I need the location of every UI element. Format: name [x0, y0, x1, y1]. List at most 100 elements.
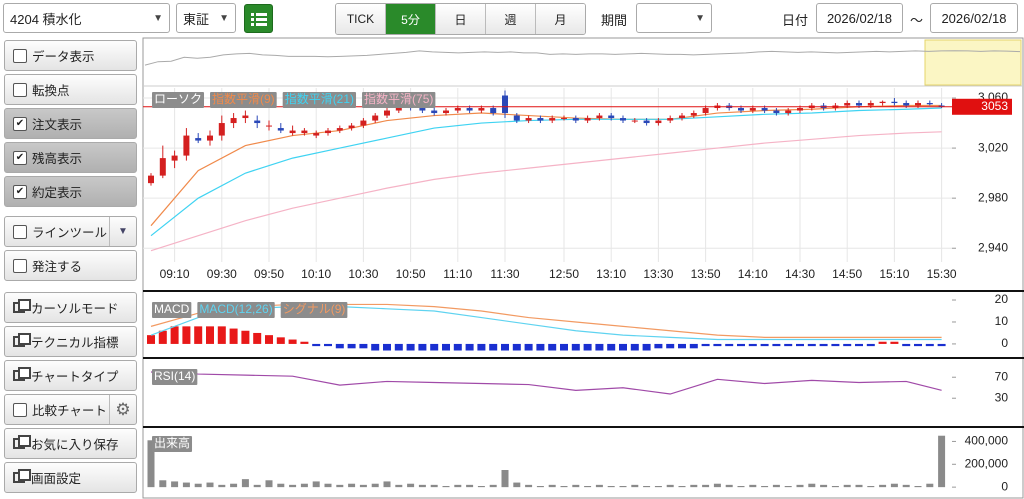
histogram-bar [453, 343, 462, 351]
sidebar-button[interactable]: お気に入り保存 [4, 428, 137, 459]
volume-bar [572, 484, 580, 488]
histogram-bar [512, 343, 521, 351]
x-tick-label: 11:30 [490, 267, 519, 281]
checkbox[interactable] [13, 82, 27, 97]
range-select[interactable]: ▼ [636, 3, 712, 33]
period-button[interactable]: 月 [536, 4, 585, 34]
legend-box [280, 302, 348, 318]
candle-body [336, 128, 343, 131]
checkbox[interactable] [13, 224, 27, 239]
histogram-bar [878, 341, 887, 344]
legend-label: 指数平滑(75) [364, 91, 433, 106]
sidebar-button[interactable]: カーソルモード [4, 292, 137, 323]
candle-body [749, 108, 756, 111]
histogram-bar [784, 343, 793, 347]
last-price-label: 3053 [981, 99, 1008, 113]
histogram-bar [524, 343, 533, 351]
candle-body [915, 103, 921, 106]
sidebar-button[interactable]: チャートタイプ [4, 360, 137, 391]
histogram-bar [548, 343, 557, 351]
histogram-bar [182, 326, 191, 344]
histogram-bar [347, 343, 356, 349]
period-button[interactable]: TICK [336, 4, 386, 34]
histogram-bar [418, 343, 427, 351]
volume-bar [194, 483, 202, 488]
market-select[interactable]: 東証 ▼ [176, 3, 236, 33]
volume-bar [784, 486, 792, 488]
sidebar-button[interactable]: テクニカル指標 [4, 326, 137, 357]
histogram-bar [442, 343, 450, 351]
candle-body [891, 101, 898, 104]
y-tick-label: 2,940 [978, 240, 1008, 254]
candle-body [348, 125, 355, 129]
sidebar-button[interactable]: ✔ 残高表示 [4, 142, 137, 173]
list-button[interactable] [244, 4, 273, 33]
histogram-bar [383, 343, 391, 351]
legend-label: 指数平滑(9) [212, 91, 275, 106]
sidebar-label: ラインツール [32, 226, 108, 240]
histogram-bar [147, 335, 155, 344]
sidebar-label: 転換点 [32, 84, 70, 98]
histogram-bar [571, 343, 580, 351]
gear-icon[interactable]: ⚙ [109, 395, 136, 424]
candle-body [502, 95, 508, 114]
sidebar-button[interactable]: ラインツール ▼ [4, 216, 137, 247]
date-to-text: 2026/02/18 [941, 10, 1007, 26]
sidebar-button[interactable]: 画面設定 [4, 462, 137, 493]
volume-bar [359, 484, 367, 488]
candle-body [384, 110, 390, 116]
checkbox[interactable]: ✔ [13, 150, 27, 165]
sidebar-label: 約定表示 [32, 186, 83, 200]
date-from-text: 2026/02/18 [826, 10, 893, 26]
volume-bar [395, 484, 403, 488]
period-button[interactable]: 週 [486, 4, 536, 34]
volume-bar [831, 486, 839, 488]
histogram-bar [312, 343, 321, 347]
volume-bar [914, 486, 922, 488]
candle-body [608, 115, 615, 119]
sidebar-button[interactable]: ✔ 注文表示 [4, 108, 137, 139]
sidebar-button[interactable]: 転換点 [4, 74, 137, 105]
symbol-select[interactable]: 4204 積水化 ▼ [3, 3, 170, 33]
sidebar-button[interactable]: 発注する [4, 250, 137, 281]
volume-bar [702, 484, 710, 488]
sidebar-button[interactable]: 比較チャート ⚙ [4, 394, 137, 425]
checkbox[interactable] [13, 402, 27, 417]
x-tick-label: 14:30 [785, 267, 815, 281]
candle-body [537, 118, 544, 121]
checkbox[interactable]: ✔ [13, 116, 27, 131]
candle-body [148, 175, 154, 184]
candle-body [431, 110, 438, 114]
date-from[interactable]: 2026/02/18 [816, 3, 903, 33]
histogram-bar [158, 330, 167, 344]
last-price-box [952, 98, 1012, 115]
volume-bar [890, 483, 898, 488]
volume-bar [690, 484, 698, 488]
x-tick-label: 14:10 [738, 267, 768, 281]
period-button[interactable]: 5分 [386, 4, 436, 34]
volume-bar [147, 440, 155, 488]
period-button[interactable]: 日 [436, 4, 486, 34]
candle-body [159, 158, 166, 176]
volume-bar [501, 470, 509, 488]
legend-box [152, 302, 192, 318]
candle-body [266, 125, 272, 127]
checkbox[interactable]: ✔ [13, 184, 27, 199]
date-to[interactable]: 2026/02/18 [930, 3, 1018, 33]
candle-body [454, 108, 461, 111]
checkbox[interactable] [13, 48, 27, 63]
volume-bar [548, 484, 556, 488]
candle-body [419, 108, 426, 111]
dropdown-arrow[interactable]: ▼ [109, 217, 136, 246]
candle-body [690, 113, 697, 116]
sidebar-label: カーソルモード [31, 302, 119, 316]
window-icon [13, 367, 31, 381]
volume-bar [324, 483, 332, 488]
sidebar-button[interactable]: ✔ 約定表示 [4, 176, 137, 207]
checkbox[interactable] [13, 258, 27, 273]
legend-label: ローソク [154, 92, 202, 106]
histogram-bar [819, 343, 828, 347]
sidebar-button[interactable]: データ表示 [4, 40, 137, 71]
y-tick-label: 200,000 [965, 456, 1009, 470]
histogram-bar [831, 343, 840, 347]
